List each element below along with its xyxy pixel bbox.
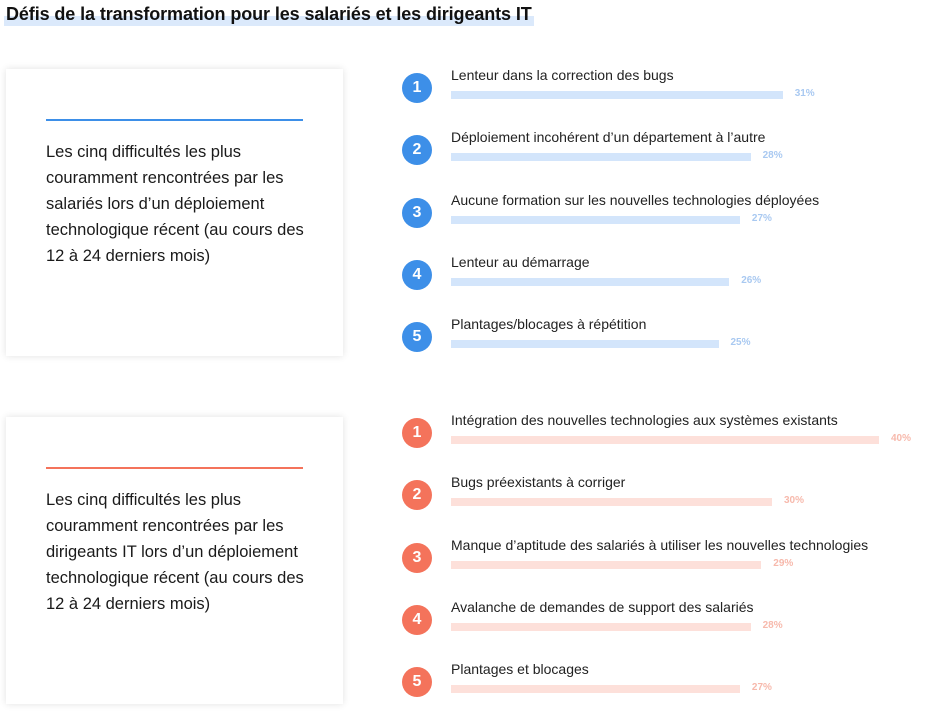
employees-accent-rule [46,119,303,121]
leaders-challenge-item: 2 Bugs préexistants à corriger 30% [400,474,940,530]
value-bar [451,622,751,631]
category-label: Avalanche de demandes de support des sal… [451,598,754,615]
category-label: Bugs préexistants à corriger [451,474,626,491]
value-label: 26% [741,274,762,286]
value-label: 27% [751,212,772,224]
leaders-challenge-item: 4 Avalanche de demandes de support des sa… [400,599,940,655]
category-label: Intégration des nouvelles technologies a… [451,412,838,428]
leaders-description-card: Les cinq difficultés les plus couramment… [6,417,343,704]
category-label: Déploiement incohérent d’un département … [451,129,766,146]
value-bar [451,436,879,444]
value-label: 40% [891,433,912,444]
value-label: 28% [762,150,783,162]
employees-description-card: Les cinq difficultés les plus couramment… [6,69,343,356]
leaders-challenge-item: 3 Manque d’aptitude des salariés à utilis… [400,537,940,593]
rank-badge: 1 [402,73,432,103]
category-label: Lenteur au démarrage [451,253,590,270]
value-label: 31% [794,88,815,99]
category-label: Aucune formation sur les nouvelles techn… [451,191,820,208]
value-bar [451,153,751,162]
leaders-challenge-item: 1 Intégration des nouvelles technologies … [400,412,940,468]
rank-badge: 2 [402,480,432,511]
leaders-challenge-item: 5 Plantages et blocages 27% [400,661,940,717]
employees-challenge-item: 5 Plantages/blocages à répétition 25% [400,316,940,372]
category-label: Plantages/blocages à répétition [451,316,647,333]
rank-badge: 2 [402,135,432,166]
rank-badge: 3 [402,197,432,228]
leaders-description: Les cinq difficultés les plus couramment… [46,491,304,613]
employees-challenge-item: 4 Lenteur au démarrage 26% [400,254,940,310]
rank-badge: 5 [402,667,432,698]
value-label: 29% [773,557,794,569]
category-label: Manque d’aptitude des salariés à utilise… [451,536,869,553]
value-label: 28% [762,619,783,631]
value-bar [451,277,730,286]
value-bar [451,498,772,507]
value-label: 27% [751,682,772,694]
category-label: Lenteur dans la correction des bugs [451,67,674,83]
value-bar [451,91,783,99]
employees-challenge-item: 3 Aucune formation sur les nouvelles tech… [400,192,940,248]
rank-badge: 4 [402,259,432,290]
value-label: 30% [784,495,805,507]
rank-badge: 5 [402,322,432,353]
rank-badge: 4 [402,604,432,635]
leaders-accent-rule [46,467,303,469]
employees-challenge-item: 1 Lenteur dans la correction des bugs 31% [400,67,940,123]
employees-description: Les cinq difficultés les plus couramment… [46,143,304,265]
value-bar [451,340,719,349]
value-bar [451,685,740,694]
employees-challenge-item: 2 Déploiement incohérent d’un département… [400,129,940,185]
value-bar [451,560,762,569]
page-title: Défis de la transformation pour les sala… [4,4,534,26]
category-label: Plantages et blocages [451,661,589,678]
page-title-wrap: Défis de la transformation pour les sala… [4,4,534,26]
rank-badge: 1 [402,418,432,448]
value-label: 25% [730,337,751,349]
rank-badge: 3 [402,542,432,573]
value-bar [451,215,740,224]
